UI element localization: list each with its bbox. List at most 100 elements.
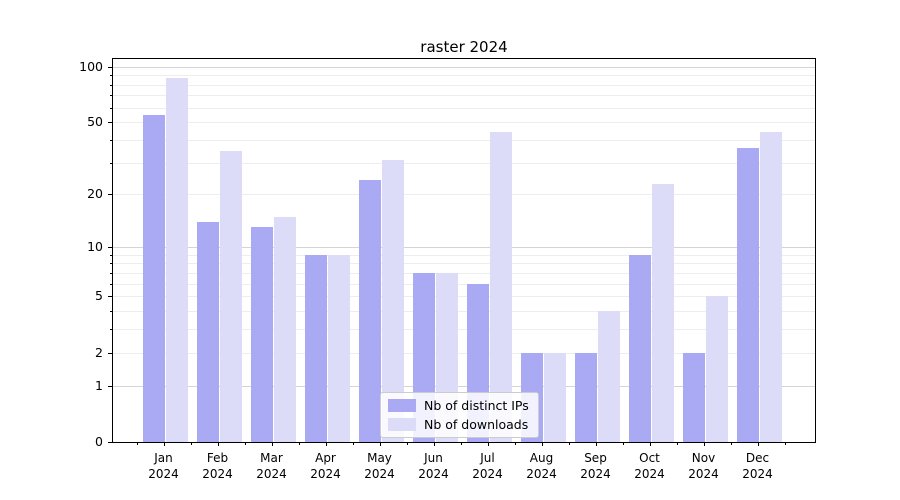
legend-item-downloads: Nb of downloads [388, 417, 529, 432]
y-tick-label-10: 10 [87, 239, 103, 254]
x-tick-apr [325, 442, 327, 446]
legend-label: Nb of distinct IPs [424, 398, 529, 413]
legend-swatch-icon [388, 399, 416, 412]
legend-swatch-icon [388, 418, 416, 431]
y-tick-100 [108, 66, 112, 68]
gridline-y-2 [113, 352, 815, 354]
bar-mar-ips[interactable] [251, 227, 273, 442]
x-minortick-sep [568, 442, 570, 445]
y-minortick-7 [110, 272, 112, 274]
y-tick-label-20: 20 [87, 186, 103, 202]
y-minortick-80 [110, 84, 112, 86]
y-minortick-8 [110, 263, 112, 265]
x-minortick-jan [136, 442, 138, 445]
y-tick-20 [108, 194, 112, 196]
x-tick-dec [757, 442, 759, 446]
y-minortick-4 [110, 311, 112, 313]
y-tick-50 [108, 122, 112, 124]
bar-dec-downloads[interactable] [760, 132, 782, 442]
gridline-y-30 [113, 162, 815, 164]
chart-title: raster 2024 [420, 38, 508, 56]
bar-apr-ips[interactable] [305, 254, 327, 442]
bar-feb-ips[interactable] [197, 221, 219, 442]
bar-sep-downloads[interactable] [598, 311, 620, 442]
y-minortick-40 [110, 140, 112, 141]
x-minortick-jul [460, 442, 462, 445]
x-tick-label-nov: Nov 2024 [688, 451, 719, 482]
x-tick-feb [217, 442, 219, 446]
bar-feb-downloads[interactable] [220, 150, 242, 442]
bar-oct-downloads[interactable] [652, 183, 674, 442]
gridline-y-40 [113, 140, 815, 141]
plot-area [112, 58, 816, 443]
gridline-y-70 [113, 95, 815, 97]
x-tick-jul [487, 442, 489, 446]
bar-jul-downloads[interactable] [490, 132, 512, 442]
y-minortick-6 [110, 283, 112, 285]
gridline-y-100 [113, 66, 815, 68]
gridline-y-9 [113, 254, 815, 256]
x-minortick-dec [730, 442, 732, 445]
x-tick-label-mar: Mar 2024 [256, 451, 287, 482]
gridline-y-5 [113, 296, 815, 298]
y-tick-10 [108, 247, 112, 248]
y-tick-2 [108, 352, 112, 354]
y-minortick-60 [110, 107, 112, 109]
y-tick-label-100: 100 [79, 58, 103, 74]
bar-mar-downloads[interactable] [274, 216, 296, 442]
x-minortick-mar [244, 442, 246, 445]
x-tick-label-jun: Jun 2024 [418, 451, 449, 482]
y-tick-label-50: 50 [87, 114, 103, 130]
x-tick-nov [703, 442, 705, 446]
bar-oct-ips[interactable] [629, 254, 651, 442]
bar-apr-downloads[interactable] [328, 254, 350, 442]
y-tick-label-0: 0 [95, 434, 103, 449]
x-minortick-apr [298, 442, 300, 445]
gridline-y-7 [113, 272, 815, 274]
y-minortick-3 [110, 329, 112, 331]
y-tick-label-5: 5 [95, 288, 103, 304]
y-minortick-9 [110, 254, 112, 256]
gridline-y-80 [113, 84, 815, 86]
x-tick-label-jul: Jul 2024 [472, 451, 503, 482]
x-tick-label-oct: Oct 2024 [634, 451, 665, 482]
x-minortick-jun [406, 442, 408, 445]
x-tick-jan [163, 442, 165, 446]
x-tick-label-may: May 2024 [364, 451, 395, 482]
bar-jan-ips[interactable] [143, 114, 165, 442]
x-tick-label-aug: Aug 2024 [526, 451, 557, 482]
bar-sep-ips[interactable] [575, 352, 597, 442]
x-tick-jun [433, 442, 435, 446]
bar-jan-downloads[interactable] [166, 77, 188, 442]
bar-may-ips[interactable] [359, 180, 381, 442]
y-tick-5 [108, 296, 112, 298]
x-minortick-oct [622, 442, 624, 445]
x-tick-sep [595, 442, 597, 446]
bar-nov-downloads[interactable] [706, 296, 728, 442]
gridline-y-90 [113, 75, 815, 77]
gridline-y-3 [113, 329, 815, 331]
bar-dec-ips[interactable] [737, 148, 759, 442]
x-minortick-aug [514, 442, 516, 445]
legend: Nb of distinct IPs Nb of downloads [380, 392, 539, 438]
y-tick-label-2: 2 [95, 344, 103, 360]
x-tick-label-feb: Feb 2024 [202, 451, 233, 482]
gridline-y-10 [113, 247, 815, 248]
gridline-y-8 [113, 263, 815, 265]
x-tick-aug [541, 442, 543, 446]
gridline-y-6 [113, 283, 815, 285]
x-minortick-feb [190, 442, 192, 445]
gridline-y-60 [113, 107, 815, 109]
x-tick-may [379, 442, 381, 446]
x-minortick-nov [676, 442, 678, 445]
gridline-y-4 [113, 311, 815, 313]
bar-may-downloads[interactable] [382, 160, 404, 442]
y-tick-label-1: 1 [95, 377, 103, 393]
x-minortick-may [352, 442, 354, 445]
x-minortick-end [784, 442, 786, 445]
legend-item-distinct-ips: Nb of distinct IPs [388, 398, 529, 413]
bar-nov-ips[interactable] [683, 352, 705, 442]
x-tick-label-dec: Dec 2024 [742, 451, 773, 482]
bar-aug-downloads[interactable] [544, 352, 566, 442]
